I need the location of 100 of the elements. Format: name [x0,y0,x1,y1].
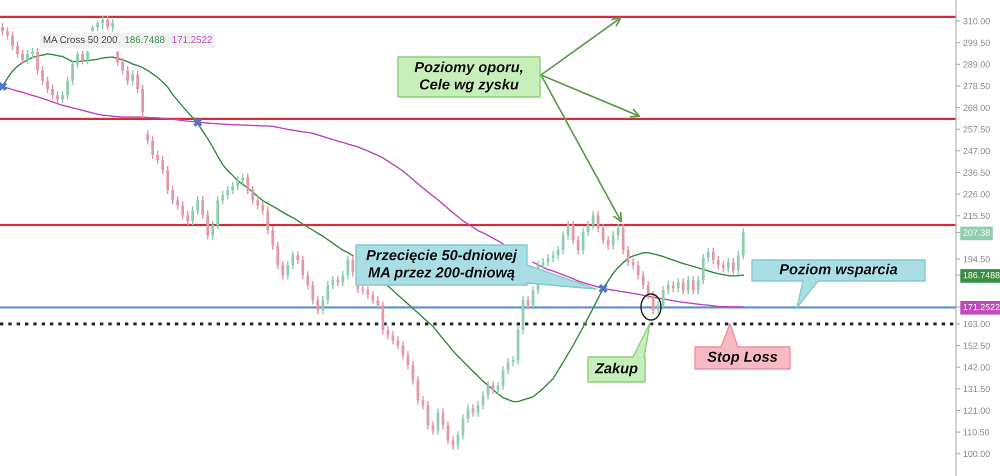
candlestick [286,260,290,280]
candlestick [6,26,9,40]
candlestick [472,404,474,418]
y-tick-label: 152.50 [964,342,990,349]
candlestick [416,376,420,405]
candlestick [676,277,680,294]
candlestick [702,253,705,286]
candlestick [251,185,254,206]
candlestick [131,70,134,86]
y-tick-label: 207.38 [963,229,990,236]
y-tick-label: 100.00 [964,450,990,458]
candlestick [266,206,270,235]
candlestick [372,290,374,306]
candlestick [736,250,740,276]
candlestick [236,175,240,191]
candlestick [426,400,430,430]
candlestick [526,295,530,310]
y-tick-label: 121.00 [964,407,990,414]
candlestick [502,365,504,391]
y-tick-label: 142.00 [964,364,990,371]
candlestick [446,420,450,446]
candlestick [56,90,59,104]
candlestick [482,390,484,410]
y-tick-label: 289.00 [963,61,990,68]
y-tick-label: 186.7488 [964,272,1000,278]
candlestick [592,210,594,230]
candlestick [71,59,74,86]
candlestick [422,395,424,410]
candlestick [341,270,344,288]
ref-line-label: Stop Loss [707,352,778,365]
candlestick [31,47,34,59]
candlestick [436,408,440,436]
y-tick-label: 110.50 [964,429,990,436]
candlestick [652,290,655,316]
candlestick [586,220,590,238]
candlestick [512,356,514,368]
y-tick-label: 194.50 [964,256,990,262]
y-tick-label: 268.00 [963,104,990,111]
candlestick [101,15,104,30]
candlestick [326,280,330,306]
candlestick [696,275,700,296]
text: 171.2522 [172,36,212,44]
candlestick [86,50,89,65]
candlestick [276,240,280,270]
candlestick [116,50,119,68]
y-tick-label: 215.50 [963,212,990,220]
candlestick [16,40,19,59]
annotation: Zakup [594,362,638,376]
candlestick [316,295,320,316]
candlestick [456,430,460,450]
candlestick [11,30,14,51]
candlestick [66,76,69,100]
candlestick [76,50,79,70]
candlestick [321,295,324,316]
candlestick [126,66,130,86]
candlestick [331,275,334,290]
candlestick [546,253,550,267]
candlestick [392,330,394,346]
candlestick [336,275,340,288]
candlestick [141,84,144,119]
candlestick [662,286,665,310]
y-tick-label: 299.50 [963,40,990,46]
candlestick [396,336,400,350]
candlestick [351,255,354,278]
candlestick [442,408,444,430]
candlestick [542,257,544,270]
candlestick [111,18,114,32]
point [193,118,202,127]
y-tick-label: 310.00 [963,18,990,24]
candlestick [672,280,675,294]
candlestick [26,49,29,65]
series-label: 186.7488 [125,36,165,44]
candlestick [692,275,695,296]
candlestick [241,172,244,185]
legend-title: MA Cross 50 200 [44,36,118,44]
candlestick [221,190,224,206]
candlestick [46,76,49,94]
candlestick [576,235,580,255]
annotation: Przecięcie 50-dniowej MA przez 200-dniową [366,250,518,280]
candlestick [596,210,600,233]
candlestick [166,165,170,195]
candlestick [406,350,410,370]
candlestick [572,220,574,246]
candlestick [452,436,454,450]
candlestick [61,90,64,104]
candlestick [271,225,274,250]
candlestick [402,340,404,360]
candlestick [496,380,500,396]
candlestick [186,210,190,226]
candlestick [281,260,284,280]
candlestick [622,223,625,255]
candlestick [21,49,24,65]
candlestick [626,245,630,267]
candlestick [492,380,494,396]
y-tick-label: 247.00 [963,148,990,154]
annotation: Poziomy oporu, Cele wg zysku [414,62,522,92]
candlestick [211,220,214,240]
candlestick [686,275,690,296]
candlestick [151,136,154,160]
candlestick [732,257,735,276]
